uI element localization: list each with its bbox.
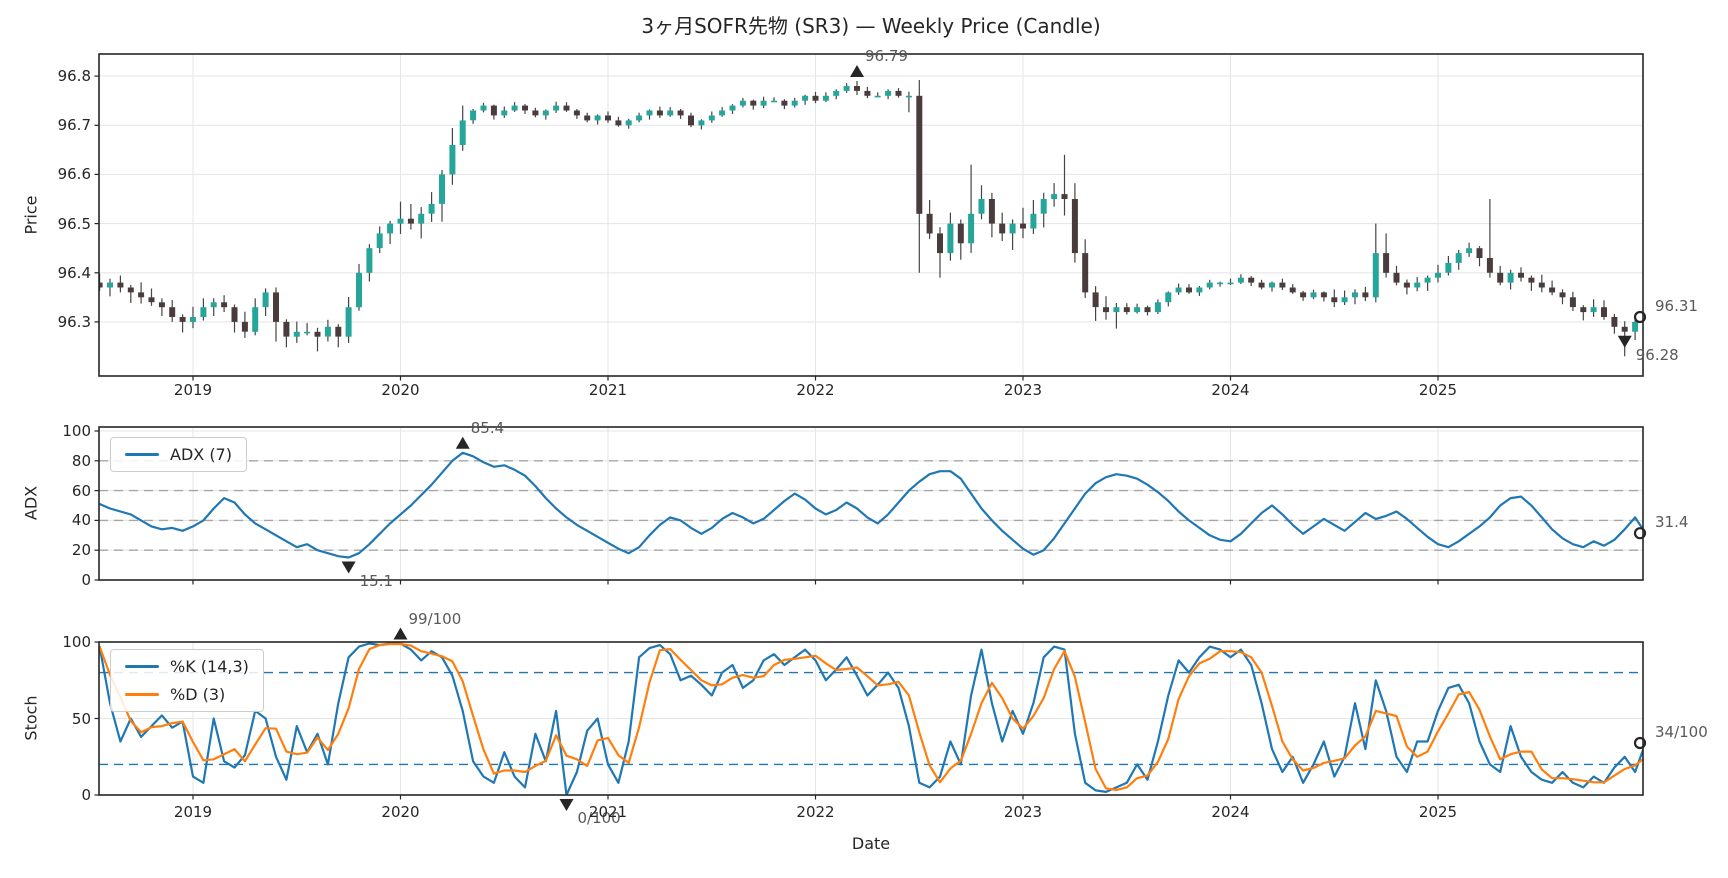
adx-legend: ADX (7) bbox=[110, 437, 247, 472]
stoch-k-line-sample-icon bbox=[125, 665, 159, 668]
adx-line-sample-icon bbox=[125, 453, 159, 456]
adx-legend-label: ADX (7) bbox=[170, 445, 232, 464]
chart-title: 3ヶ月SOFR先物 (SR3) — Weekly Price (Candle) bbox=[641, 14, 1101, 38]
adx-legend-row: ADX (7) bbox=[125, 445, 232, 464]
stoch-d-legend-label: %D (3) bbox=[170, 685, 226, 704]
stoch-k-legend-label: %K (14,3) bbox=[170, 657, 249, 676]
stoch-k-legend-row: %K (14,3) bbox=[125, 657, 249, 676]
stoch-d-line-sample-icon bbox=[125, 693, 159, 696]
stoch-d-legend-row: %D (3) bbox=[125, 685, 249, 704]
stoch-legend: %K (14,3) %D (3) bbox=[110, 649, 264, 712]
date-axis-label: Date bbox=[851, 834, 891, 853]
